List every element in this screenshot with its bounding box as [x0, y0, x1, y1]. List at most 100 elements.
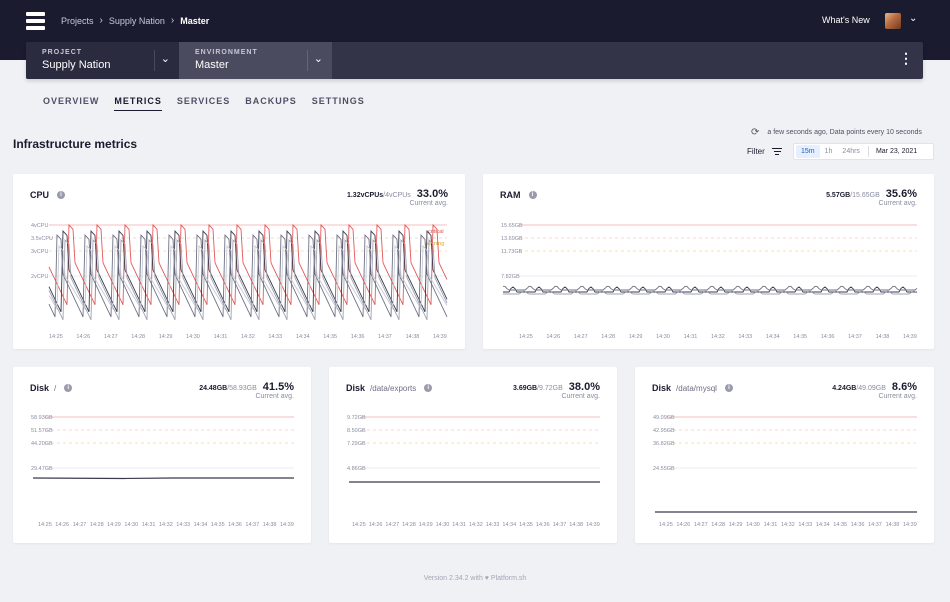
filter-icon[interactable]	[772, 148, 782, 157]
y-axis-label: 58.93GB	[31, 415, 53, 421]
x-axis-label: 14:32	[781, 522, 795, 528]
x-axis-label: 14:33	[268, 334, 282, 340]
tab-settings[interactable]: SETTINGS	[311, 96, 365, 106]
range-15m-button[interactable]: 15m	[796, 145, 820, 158]
cpu-series-line	[48, 230, 448, 313]
x-axis-label: 14:32	[711, 334, 725, 340]
x-axis-label: 14:32	[159, 522, 173, 528]
platform-logo-icon[interactable]	[26, 12, 45, 30]
divider	[154, 50, 155, 71]
x-axis-label: 14:33	[798, 522, 812, 528]
card-title: CPU i	[30, 190, 66, 200]
x-axis-label: 14:31	[684, 334, 698, 340]
x-axis-label: 14:30	[656, 334, 670, 340]
x-axis-label: 14:25	[519, 334, 533, 340]
x-axis-label: 14:29	[729, 522, 743, 528]
y-axis-label: 2vCPU	[31, 274, 48, 280]
disk-usage-line	[32, 477, 294, 480]
whats-new-link[interactable]: What's New	[822, 15, 870, 25]
x-axis-label: 14:34	[816, 522, 830, 528]
tab-services[interactable]: SERVICES	[176, 96, 231, 106]
x-axis-label: 14:32	[241, 334, 255, 340]
chevron-right-icon: ›	[170, 15, 175, 26]
y-axis-label: 24.55GB	[653, 466, 675, 472]
info-icon[interactable]: i	[528, 191, 537, 199]
disk-root-metric-card: Disk / i 24.48GB/58.93GB 41.5% Current a…	[13, 367, 311, 543]
x-axis-label: 14:39	[280, 522, 294, 528]
x-axis-label: 14:31	[764, 522, 778, 528]
range-24hrs-button[interactable]: 24hrs	[842, 148, 860, 155]
x-axis-label: 14:26	[546, 334, 560, 340]
x-axis-label: 14:37	[553, 522, 567, 528]
x-axis-label: 14:39	[903, 522, 917, 528]
ram-metric-card: RAM i 5.57GB/15.65GB 35.6% Current avg. …	[483, 174, 934, 349]
x-axis-label: 14:28	[90, 522, 104, 528]
x-axis-label: 14:34	[502, 522, 516, 528]
environment-selector[interactable]: ENVIRONMENT Master ⌄	[179, 42, 332, 79]
x-axis-label: 14:37	[848, 334, 862, 340]
x-axis-label: 14:29	[159, 334, 173, 340]
refresh-icon[interactable]: ⟳	[751, 127, 760, 138]
usage-summary: 24.48GB/58.93GB 41.5% Current avg.	[199, 381, 294, 400]
breadcrumb-projects[interactable]: Projects	[61, 15, 94, 26]
breadcrumb-project[interactable]: Supply Nation	[108, 15, 165, 26]
usage-used: 1.32vCPUs	[346, 192, 384, 199]
info-icon[interactable]: i	[424, 384, 433, 392]
avatar[interactable]	[885, 13, 901, 29]
y-axis-label: 7.82GB	[501, 274, 520, 280]
info-icon[interactable]: i	[64, 384, 73, 392]
project-selector[interactable]: PROJECT Supply Nation ⌄	[26, 42, 179, 79]
usage-total: /49.09GB	[856, 385, 886, 392]
tab-metrics[interactable]: METRICS	[114, 96, 162, 111]
chevron-down-icon[interactable]: ⌄	[313, 53, 323, 65]
ram-series-group	[502, 285, 918, 295]
tab-overview[interactable]: OVERVIEW	[43, 96, 100, 106]
filter-label[interactable]: Filter	[747, 147, 765, 156]
usage-caption: Current avg.	[409, 200, 448, 207]
range-1h-button[interactable]: 1h	[824, 148, 833, 155]
refresh-text: a few seconds ago, Data points every 10 …	[767, 129, 922, 136]
x-axis-label: 14:37	[245, 522, 259, 528]
disk-chart: 9.72GB 8.50GB 7.29GB 4.86GB 14:25 14:26 14…	[347, 415, 600, 528]
x-axis-label: 14:30	[436, 522, 450, 528]
chevron-right-icon: ›	[99, 15, 103, 26]
date-picker[interactable]: Mar 23, 2021	[875, 148, 918, 155]
usage-caption: Current avg.	[255, 393, 294, 400]
usage-total: /58.93GB	[227, 385, 257, 392]
x-axis-label: 14:27	[694, 522, 708, 528]
disk-chart: 49.09GB 42.95GB 36.82GB 24.55GB 14:25 14:…	[653, 415, 917, 528]
card-title: RAM i	[500, 190, 537, 200]
x-axis-label: 14:29	[419, 522, 433, 528]
divider	[867, 146, 869, 157]
info-icon[interactable]: i	[57, 191, 66, 199]
info-icon[interactable]: i	[724, 384, 733, 392]
x-axis-label: 14:34	[766, 334, 780, 340]
x-axis-label: 14:25	[352, 522, 366, 528]
usage-percent: 33.0%	[416, 188, 448, 200]
cpu-series-line	[48, 223, 448, 305]
page-title: Infrastructure metrics	[13, 137, 138, 151]
x-axis-label: 14:31	[452, 522, 466, 528]
chevron-down-icon[interactable]: ⌄	[909, 13, 918, 24]
x-axis-label: 14:27	[104, 334, 118, 340]
y-axis-label: 4.86GB	[347, 466, 366, 472]
environment-selector-value: Master	[195, 59, 229, 71]
tab-backups[interactable]: BACKUPS	[245, 96, 297, 106]
ram-series-line	[503, 290, 918, 295]
card-title: Disk /data/exports i	[346, 383, 433, 393]
cpu-series-line	[48, 244, 448, 311]
y-axis-label: 51.57GB	[31, 428, 53, 434]
card-title-label: RAM	[500, 190, 521, 200]
x-axis-label: 14:33	[486, 522, 500, 528]
chevron-down-icon[interactable]: ⌄	[160, 53, 170, 65]
usage-summary: 5.57GB/15.65GB 35.6% Current avg.	[826, 188, 917, 207]
more-options-icon[interactable]: ⋮	[899, 50, 913, 66]
y-axis-label: 3vCPU	[31, 249, 48, 255]
x-axis-label: 14:35	[519, 522, 533, 528]
time-range-selector: 15m 1h 24hrs Mar 23, 2021	[793, 143, 934, 160]
usage-summary: 3.69GB/9.72GB 38.0% Current avg.	[513, 381, 600, 400]
usage-total: /15.65GB	[850, 192, 880, 199]
disk-chart: 58.93GB 51.57GB 44.20GB 29.47GB 14:25 14:…	[31, 415, 294, 528]
ram-chart: 15.65GB 13.69GB 11.73GB 7.82GB 14:25 14:2…	[501, 223, 918, 340]
usage-summary: 4.24GB/49.09GB 8.6% Current avg.	[832, 381, 917, 400]
